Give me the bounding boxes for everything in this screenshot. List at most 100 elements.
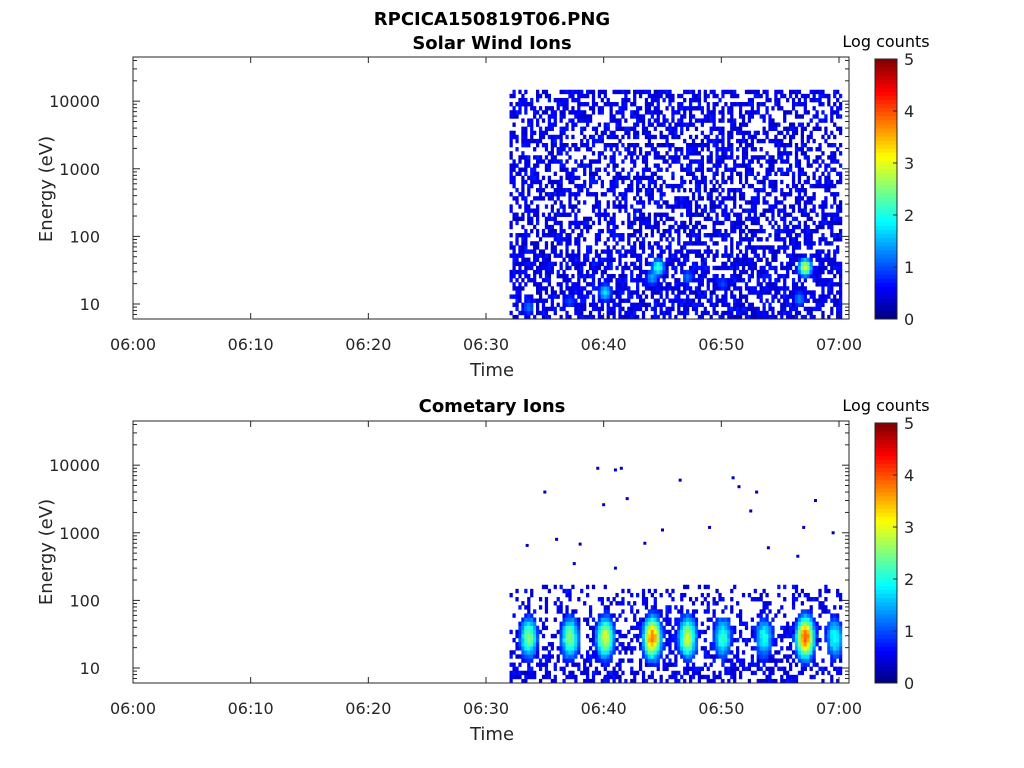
heatmap-cell [559,102,563,107]
heatmap-cell [697,273,702,279]
heatmap-cell [762,601,766,606]
heatmap-cell [786,183,790,189]
heatmap-cell [738,306,743,312]
heatmap-cell [788,662,793,667]
heatmap-cell [656,637,660,643]
heatmap-cell [580,306,584,312]
heatmap-cell [800,613,804,618]
heatmap-cell [627,130,631,136]
heatmap-cell [806,216,810,222]
heatmap-cell [644,220,649,226]
heatmap-cell [591,89,596,95]
heatmap-cell [641,278,646,283]
heatmap-cell [800,290,804,295]
heatmap-cell [712,678,716,684]
heatmap-cell [771,253,775,258]
heatmap-cell [800,134,804,140]
heatmap-cell [533,167,537,172]
heatmap-cell [647,662,652,667]
heatmap-cell [556,147,560,152]
heatmap-cell [674,220,678,226]
heatmap-cell [683,625,687,631]
heatmap-cell [706,134,710,140]
heatmap-cell [530,617,534,622]
heatmap-cell [691,662,696,667]
heatmap-cell [591,674,596,680]
heatmap-cell [683,678,687,684]
heatmap-cell [536,204,540,209]
heatmap-cell [556,208,560,213]
heatmap-cell [668,633,672,639]
heatmap-cell [668,621,672,626]
heatmap-cell [715,171,719,177]
heatmap-cell [747,142,752,148]
colorbar-swatch [875,189,897,194]
heatmap-cell [547,224,552,230]
heatmap-cell [803,192,807,197]
heatmap-cell [709,678,713,684]
heatmap-cell [512,122,516,127]
heatmap-cell [686,204,690,209]
colorbar-swatch [875,103,897,109]
heatmap-cell [512,212,516,217]
heatmap-cell [650,278,654,283]
heatmap-cell [774,642,778,647]
heatmap-cell [721,642,725,647]
heatmap-cell [668,130,672,136]
colorbar-swatch [875,140,897,145]
heatmap-cell [800,126,804,131]
heatmap-cell [697,167,702,172]
heatmap-cell [668,609,672,614]
heatmap-cell [521,658,525,663]
heatmap-cell [771,306,775,312]
heatmap-cell [744,200,749,205]
heatmap-cell [809,257,813,262]
heatmap-cell [647,588,652,594]
heatmap-cell [706,310,710,316]
heatmap-cell [668,155,672,160]
heatmap-cell [747,110,752,115]
heatmap-cell [765,151,769,156]
heatmap-cell [653,621,657,626]
heatmap-cell [797,278,802,283]
heatmap-cell [747,237,752,242]
heatmap-cell [600,249,604,254]
heatmap-cell [730,253,734,258]
heatmap-cell [671,302,675,308]
heatmap-cell [662,261,666,267]
heatmap-cell [603,633,607,639]
heatmap-cell [550,126,554,131]
heatmap-cell [718,220,722,226]
heatmap-cell [706,584,710,590]
heatmap-cell [815,257,819,262]
heatmap-cell [665,106,669,111]
heatmap-cell [715,212,719,217]
colorbar-swatch [875,136,897,141]
heatmap-cell [756,662,760,667]
heatmap-cell [588,658,593,663]
heatmap-cell [606,278,610,283]
heatmap-cell [800,273,804,279]
heatmap-cell [812,314,816,320]
heatmap-cell [812,637,816,643]
heatmap-cell [797,273,802,279]
heatmap-cell [559,220,563,226]
heatmap-cell [691,666,696,672]
heatmap-cell [683,167,687,172]
heatmap-cell [741,310,746,316]
heatmap-cell [600,306,604,312]
heatmap-cell [797,633,802,639]
heatmap-cell [659,642,663,647]
heatmap-cell [650,142,654,148]
heatmap-cell [812,159,816,164]
heatmap-cell [538,282,543,287]
heatmap-cell [544,192,549,197]
heatmap-cell [721,130,725,136]
heatmap-cell [786,233,790,238]
heatmap-cell [780,658,784,663]
heatmap-cell [733,200,737,205]
heatmap-cell [824,298,828,303]
heatmap-cell [806,290,810,295]
heatmap-cell [662,89,666,95]
heatmap-cell [591,282,596,287]
